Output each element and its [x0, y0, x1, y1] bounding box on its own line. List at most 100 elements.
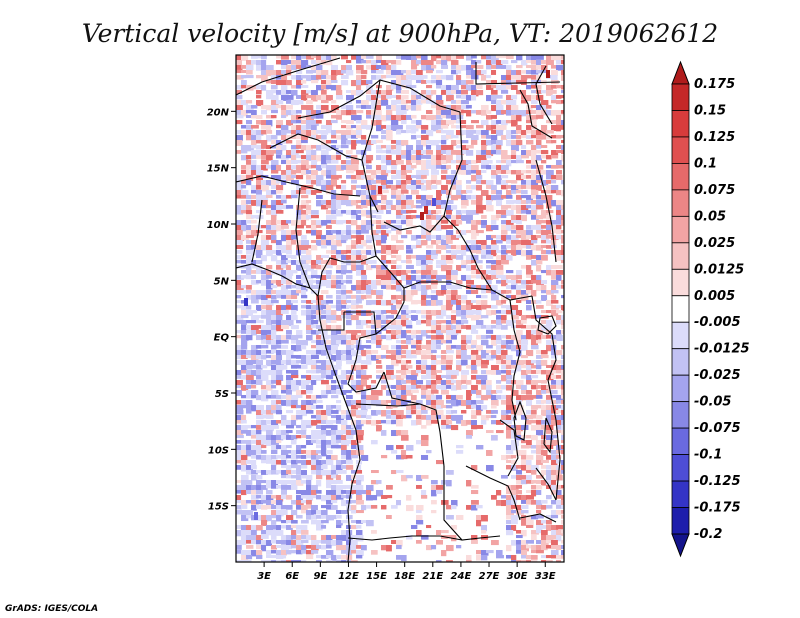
field-cell	[391, 385, 397, 389]
field-cell	[451, 295, 458, 302]
field-cell	[246, 350, 252, 356]
field-cell	[521, 245, 529, 249]
field-cell	[546, 220, 552, 225]
field-cell	[276, 250, 282, 256]
field-cell	[411, 335, 419, 339]
field-cell	[331, 470, 339, 475]
field-cell	[471, 170, 479, 174]
field-cell	[521, 480, 528, 485]
field-cell	[256, 450, 262, 455]
field-cell	[341, 125, 348, 129]
field-cell	[506, 245, 512, 249]
field-cell	[471, 330, 479, 334]
field-cell	[386, 180, 394, 185]
field-cell	[481, 375, 488, 381]
field-cell	[501, 55, 509, 59]
field-cell	[426, 140, 432, 145]
field-cell	[261, 275, 269, 281]
field-cell	[471, 485, 479, 489]
field-cell	[531, 100, 538, 105]
field-cell	[391, 140, 397, 144]
field-cell	[316, 445, 324, 449]
field-cell	[291, 520, 298, 524]
field-cell	[561, 95, 564, 99]
field-cell	[541, 200, 548, 204]
field-cell	[476, 295, 483, 299]
field-cell	[376, 170, 384, 174]
field-cell	[351, 245, 358, 249]
field-cell	[411, 235, 418, 241]
field-cell	[271, 180, 279, 186]
field-cell	[311, 455, 319, 460]
field-cell	[381, 280, 389, 287]
field-cell	[486, 65, 492, 70]
x-tick-label: 3E	[257, 571, 271, 582]
map-panel: 3E 6E 9E 12E 15E 18E 21E 24E 27E 30E 33E 20N15N10N…	[207, 54, 565, 582]
field-cell	[466, 365, 472, 369]
field-cell	[316, 65, 323, 72]
field-cell	[446, 305, 453, 311]
field-cell	[296, 245, 302, 252]
field-cell	[361, 220, 369, 227]
field-cell	[531, 190, 539, 196]
field-cell	[251, 155, 257, 159]
field-cell	[326, 145, 332, 151]
field-cell	[336, 250, 344, 255]
field-cell	[276, 260, 284, 265]
field-cell	[356, 365, 364, 372]
field-cell	[281, 560, 288, 562]
field-cell	[276, 80, 282, 86]
field-cell	[421, 140, 427, 147]
field-cell	[356, 380, 364, 386]
field-cell	[396, 225, 403, 231]
field-cell	[496, 240, 503, 244]
field-cell	[266, 250, 273, 257]
field-cell	[346, 130, 353, 136]
field-cell	[541, 245, 549, 249]
field-cell	[336, 380, 343, 384]
field-cell	[396, 420, 403, 427]
field-cell	[261, 60, 267, 67]
field-cell	[316, 360, 322, 364]
field-cell	[511, 145, 519, 152]
field-cell	[316, 395, 322, 399]
field-cell	[301, 160, 309, 166]
field-cell	[366, 490, 372, 495]
field-cell	[471, 290, 479, 294]
field-cell	[241, 335, 249, 341]
field-cell	[311, 180, 317, 185]
field-cell	[361, 505, 367, 511]
field-cell	[306, 495, 314, 501]
field-cell	[351, 110, 357, 115]
field-cell	[466, 185, 474, 190]
field-cell	[286, 60, 294, 65]
field-cell	[396, 380, 402, 386]
field-cell	[511, 285, 519, 290]
field-cell	[546, 245, 553, 249]
field-cell	[296, 405, 303, 409]
field-cell	[276, 210, 284, 214]
field-cell	[296, 545, 303, 551]
field-cell	[301, 470, 307, 476]
field-cell	[356, 500, 364, 505]
field-cell	[496, 390, 503, 394]
field-cell	[356, 55, 364, 61]
field-cell	[446, 480, 452, 487]
field-cell	[461, 275, 467, 282]
field-cell	[326, 285, 332, 289]
field-cell	[266, 395, 272, 399]
field-cell	[351, 535, 358, 539]
field-cell	[241, 225, 247, 232]
field-cell	[436, 100, 444, 105]
field-cell	[501, 375, 508, 382]
field-cell	[421, 165, 429, 172]
field-cell	[441, 155, 449, 161]
field-cell	[296, 530, 302, 534]
field-cell	[506, 305, 512, 310]
field-cell	[551, 450, 558, 455]
field-cell	[346, 360, 354, 365]
field-cell	[306, 145, 314, 152]
field-cell	[356, 290, 364, 294]
field-cell	[416, 135, 424, 139]
